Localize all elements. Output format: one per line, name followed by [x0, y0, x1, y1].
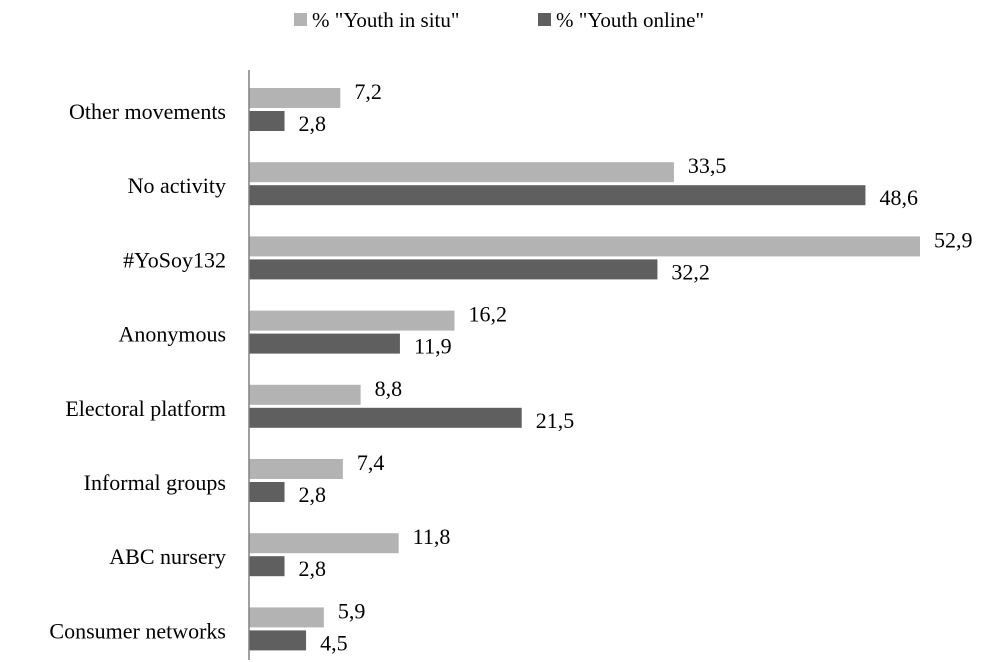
data-label: 4,5 — [320, 630, 348, 655]
category-label: Informal groups — [84, 470, 226, 495]
bar-youth-online — [249, 630, 307, 651]
category-label: Other movements — [69, 99, 226, 124]
bar-youth-online — [249, 259, 658, 280]
bar-youth-online — [249, 482, 285, 502]
bar-youth-in-situ — [249, 533, 399, 554]
bar-youth-in-situ — [249, 88, 341, 108]
category-label: ABC nursery — [109, 544, 226, 569]
bar-youth-online — [249, 111, 285, 131]
data-label: 16,2 — [468, 302, 507, 327]
bar-youth-online — [249, 333, 400, 354]
bar-youth-online — [249, 407, 522, 428]
data-label: 7,2 — [354, 79, 382, 104]
data-label: 21,5 — [536, 408, 575, 433]
legend-label-2: % "Youth online" — [556, 8, 704, 32]
data-label: 11,9 — [414, 334, 452, 359]
category-label: Anonymous — [118, 322, 226, 347]
data-label: 2,8 — [299, 482, 327, 507]
data-label: 33,5 — [688, 153, 727, 178]
bar-youth-in-situ — [249, 310, 455, 331]
data-label: 48,6 — [879, 185, 918, 210]
data-label: 7,4 — [357, 450, 385, 475]
category-label: No activity — [128, 173, 226, 198]
data-label: 52,9 — [934, 227, 973, 252]
data-label: 11,8 — [413, 524, 451, 549]
category-label: Consumer networks — [49, 618, 226, 643]
category-label: Electoral platform — [65, 396, 226, 421]
data-label: 2,8 — [299, 556, 327, 581]
legend-label-1: % "Youth in situ" — [312, 8, 459, 32]
bar-youth-online — [249, 185, 866, 206]
data-label: 32,2 — [671, 259, 710, 284]
data-label: 2,8 — [299, 111, 327, 136]
category-label: #YoSoy132 — [123, 247, 226, 272]
bar-youth-in-situ — [249, 162, 674, 183]
bar-youth-in-situ — [249, 607, 324, 628]
data-label: 5,9 — [338, 598, 366, 623]
data-label: 8,8 — [375, 376, 403, 401]
legend-swatch-1 — [294, 13, 307, 26]
bar-youth-online — [249, 556, 285, 577]
bar-youth-in-situ — [249, 459, 343, 479]
bar-youth-in-situ — [249, 384, 361, 405]
legend-swatch-2 — [538, 13, 551, 26]
bar-youth-in-situ — [249, 236, 920, 257]
